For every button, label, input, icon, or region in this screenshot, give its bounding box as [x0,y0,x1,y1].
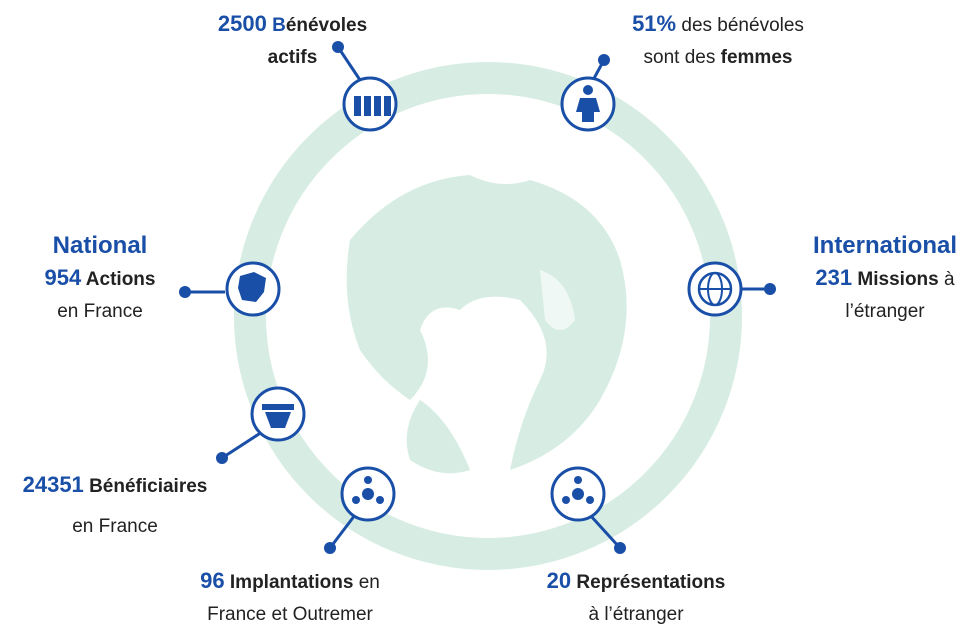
text: en France [72,516,158,537]
text: Actions [81,269,156,290]
text: à [938,269,955,290]
number: 2500 [217,11,267,36]
text: Bénéficiaires [83,476,208,497]
globe [346,175,627,474]
number: 231 [815,265,853,290]
heading: International [812,232,957,259]
text: sont des [643,47,721,68]
stat: 24351 Bénéficiaires en France [0,465,230,547]
stat: International 231 Missions à l’étranger [795,230,975,328]
text: France et Outremer [207,604,373,625]
text: des bénévoles [676,15,804,36]
ring [234,62,742,570]
stat: National 954 Actions en France [10,230,190,328]
stat: 96 Implantations en France et Outremer [160,565,420,631]
text: l’étranger [845,301,925,322]
number: 954 [44,265,82,290]
heading: National [52,232,148,259]
text: énévoles [285,15,368,36]
text: en [353,572,380,593]
stat: 20 Représentations à l’étranger [516,565,756,631]
text: femmes [720,47,793,68]
text: à l’étranger [588,604,684,625]
text: Missions [852,269,939,290]
number: 51% [632,11,677,36]
text: Représentations [571,572,726,593]
number: 20 [546,568,572,593]
stat: 2500 Bénévoles actifs [185,8,400,74]
text: Implantations [224,572,354,593]
text: en France [57,301,143,322]
number: 24351 [22,472,84,497]
dots [179,41,776,554]
icon-glyphs [238,85,733,504]
text: actifs [267,47,318,68]
number: 96 [200,568,225,593]
text: B [266,15,286,36]
stat: 51% des bénévoles sont des femmes [588,8,848,74]
